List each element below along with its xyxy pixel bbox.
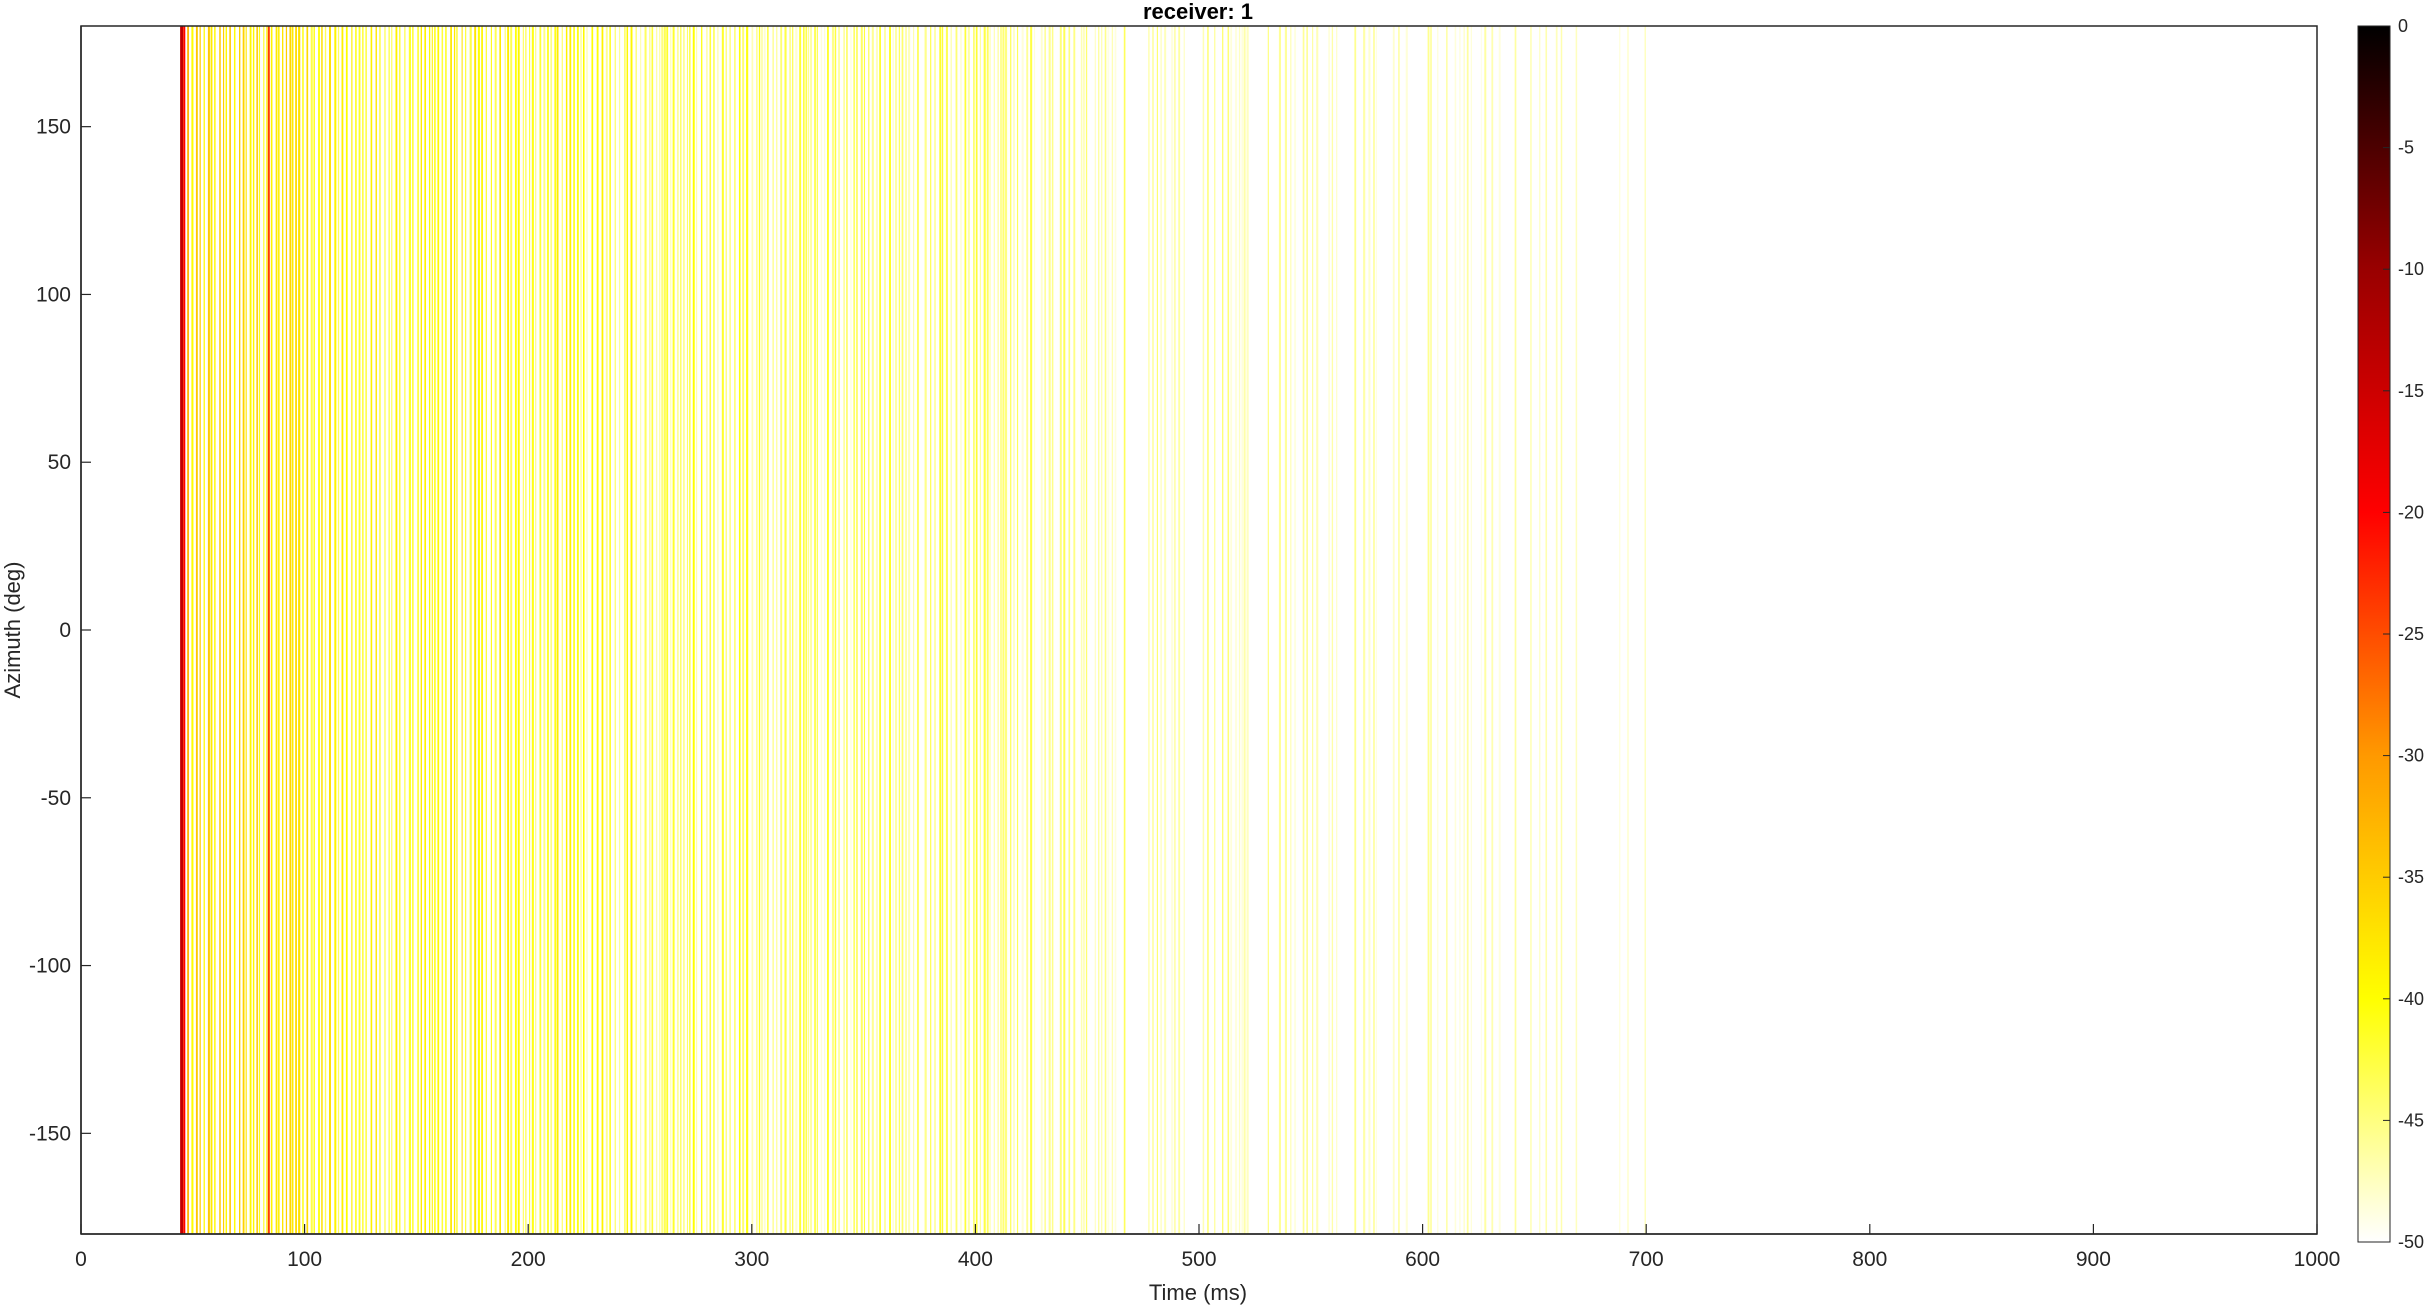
x-axis: 0 100 200 300 400 500 600 700 800 900 1000 xyxy=(75,1224,2340,1271)
colorbar-tick-label: -15 xyxy=(2398,381,2424,401)
x-axis-label: Time (ms) xyxy=(1149,1280,1247,1305)
y-tick-label: 50 xyxy=(48,451,71,474)
y-tick-label: 0 xyxy=(59,619,71,642)
colorbar-tick-label: 0 xyxy=(2398,16,2408,36)
colorbar: 0 -5 -10 -15 -20 -25 -30 -35 -40 -45 -50 xyxy=(2357,16,2424,1252)
colorbar-tick-label: -40 xyxy=(2398,989,2424,1009)
y-axis: -150 -100 -50 0 50 100 150 xyxy=(29,26,91,1234)
x-tick-label: 1000 xyxy=(2294,1248,2341,1271)
x-tick-label: 400 xyxy=(958,1248,993,1271)
y-tick-label: 150 xyxy=(36,116,71,139)
x-tick-label: 700 xyxy=(1629,1248,1664,1271)
colorbar-tick-label: -30 xyxy=(2398,746,2424,766)
y-axis-label: Azimuth (deg) xyxy=(0,562,25,699)
colorbar-tick-label: -5 xyxy=(2398,138,2414,158)
x-tick-label: 300 xyxy=(734,1248,769,1271)
x-tick-label: 800 xyxy=(1852,1248,1887,1271)
colorbar-ticks: 0 -5 -10 -15 -20 -25 -30 -35 -40 -45 -50 xyxy=(2383,16,2424,1252)
colorbar-tick-label: -20 xyxy=(2398,502,2424,522)
colorbar-tick-label: -45 xyxy=(2398,1110,2424,1130)
plot-area xyxy=(80,25,2318,1235)
colorbar-tick-label: -50 xyxy=(2398,1232,2424,1252)
y-tick-label: -150 xyxy=(29,1122,71,1145)
colorbar-tick-label: -35 xyxy=(2398,867,2424,887)
chart-title: receiver: 1 xyxy=(1143,0,1253,24)
time-slices xyxy=(180,26,1646,1234)
x-tick-label: 200 xyxy=(511,1248,546,1271)
y-tick-label: 100 xyxy=(36,283,71,306)
plot-background xyxy=(81,26,2317,1234)
colorbar-tick-label: -25 xyxy=(2398,624,2424,644)
y-tick-label: -50 xyxy=(41,787,71,810)
x-tick-label: 500 xyxy=(1181,1248,1216,1271)
x-tick-label: 0 xyxy=(75,1248,87,1271)
y-tick-label: -100 xyxy=(29,955,71,978)
x-tick-label: 100 xyxy=(287,1248,322,1271)
x-tick-label: 600 xyxy=(1405,1248,1440,1271)
colorbar-tick-label: -10 xyxy=(2398,259,2424,279)
x-tick-label: 900 xyxy=(2076,1248,2111,1271)
